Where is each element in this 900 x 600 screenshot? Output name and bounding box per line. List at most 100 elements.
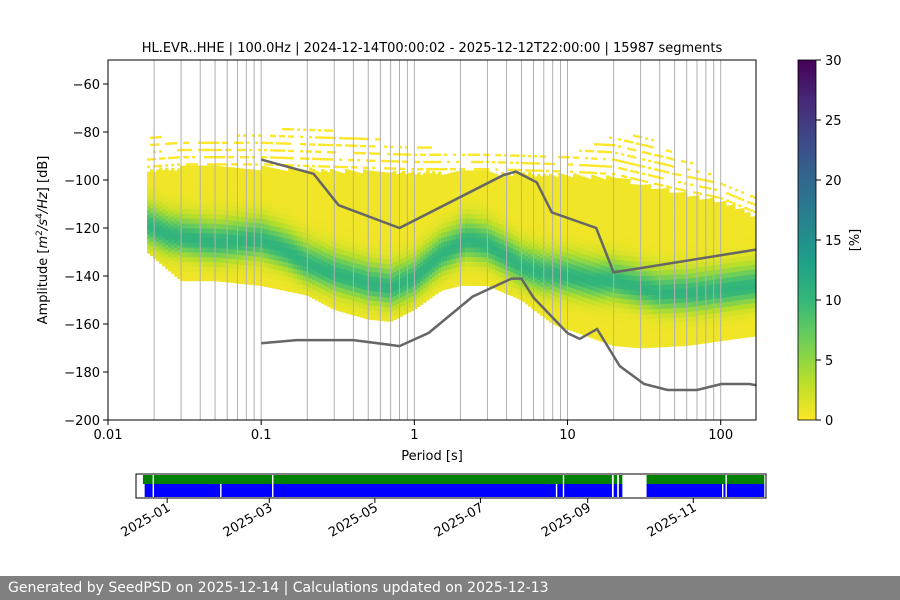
psd-cell (297, 283, 301, 289)
psd-cell (450, 206, 454, 212)
psd-cell (570, 306, 574, 312)
psd-cell (408, 187, 412, 193)
psd-cell (588, 183, 592, 189)
psd-outlier-cell (225, 141, 229, 144)
psd-cell (504, 192, 508, 198)
psd-cell (420, 237, 424, 243)
psd-cell (396, 207, 400, 213)
psd-cell (363, 279, 367, 285)
psd-cell (285, 228, 289, 234)
psd-cell (171, 235, 175, 241)
psd-cell (288, 166, 292, 172)
psd-cell (348, 213, 352, 219)
psd-cell (555, 263, 559, 269)
psd-cell (471, 261, 475, 267)
psd-cell (558, 297, 562, 303)
psd-cell (375, 310, 379, 316)
psd-cell (321, 207, 325, 213)
psd-cell (219, 262, 223, 268)
psd-cell (597, 186, 601, 192)
psd-cell (552, 189, 556, 196)
psd-cell (231, 263, 235, 269)
psd-cell (588, 178, 592, 184)
psd-cell (636, 218, 640, 224)
psd-cell (150, 203, 154, 209)
psd-cell (411, 281, 415, 287)
psd-cell (192, 213, 196, 219)
psd-cell (381, 191, 385, 197)
psd-cell (315, 209, 319, 215)
psd-outlier-cell (522, 161, 526, 165)
psd-cell (567, 310, 571, 316)
psd-cell (609, 248, 613, 254)
psd-cell (351, 310, 355, 316)
psd-cell (582, 210, 586, 216)
psd-cell (228, 181, 232, 187)
psd-outlier-cell (177, 149, 181, 152)
psd-cell (231, 253, 235, 259)
psd-cell (174, 261, 178, 267)
psd-cell (291, 253, 295, 259)
psd-cell (516, 274, 520, 280)
psd-cell (636, 242, 640, 248)
psd-outlier-cell (156, 143, 160, 146)
psd-cell (183, 175, 187, 181)
psd-cell (564, 232, 568, 238)
psd-cell (288, 219, 292, 225)
psd-outlier-cell (417, 160, 421, 164)
psd-cell (594, 209, 598, 215)
psd-cell (606, 276, 610, 282)
psd-cell (165, 196, 169, 202)
psd-cell (447, 264, 451, 270)
psd-cell (489, 205, 493, 211)
psd-cell (426, 213, 430, 219)
psd-cell (633, 251, 637, 257)
psd-outlier-cell (351, 166, 355, 169)
psd-cell (264, 233, 268, 239)
psd-cell (354, 238, 358, 244)
psd-cell (600, 274, 604, 280)
psd-cell (423, 283, 427, 289)
psd-cell (588, 245, 592, 252)
psd-cell (285, 194, 289, 201)
psd-cell (393, 190, 397, 196)
psd-cell (417, 268, 421, 274)
psd-cell (594, 320, 598, 326)
psd-cell (348, 193, 352, 200)
psd-cell (402, 295, 406, 301)
psd-cell (390, 282, 394, 288)
psd-cell (564, 199, 568, 205)
psd-cell (345, 298, 349, 304)
psd-cell (222, 267, 226, 273)
psd-cell (240, 274, 244, 280)
psd-cell (516, 293, 520, 299)
psd-cell (627, 217, 631, 223)
psd-cell (180, 271, 184, 277)
psd-cell (372, 223, 376, 229)
psd-cell (321, 274, 325, 280)
psd-cell (450, 249, 454, 255)
psd-cell (249, 222, 253, 228)
psd-outlier-cell (189, 163, 193, 166)
psd-cell (621, 264, 625, 270)
psd-cell (150, 193, 154, 199)
psd-outlier-cell (219, 163, 223, 166)
psd-cell (483, 266, 487, 272)
psd-outlier-cell (636, 171, 640, 174)
psd-cell (228, 219, 232, 226)
psd-cell (357, 206, 361, 212)
psd-cell (579, 309, 583, 316)
psd-outlier-cell (177, 156, 181, 159)
psd-cell (411, 224, 415, 230)
psd-outlier-cell (615, 151, 619, 155)
psd-outlier-cell (279, 135, 283, 138)
psd-cell (498, 257, 502, 263)
psd-cell (537, 222, 541, 228)
psd-cell (312, 183, 316, 189)
psd-cell (480, 280, 484, 286)
psd-cell (291, 258, 295, 264)
psd-cell (609, 310, 613, 317)
psd-cell (555, 272, 559, 278)
psd-outlier-cell (156, 164, 160, 168)
psd-cell (618, 216, 622, 222)
